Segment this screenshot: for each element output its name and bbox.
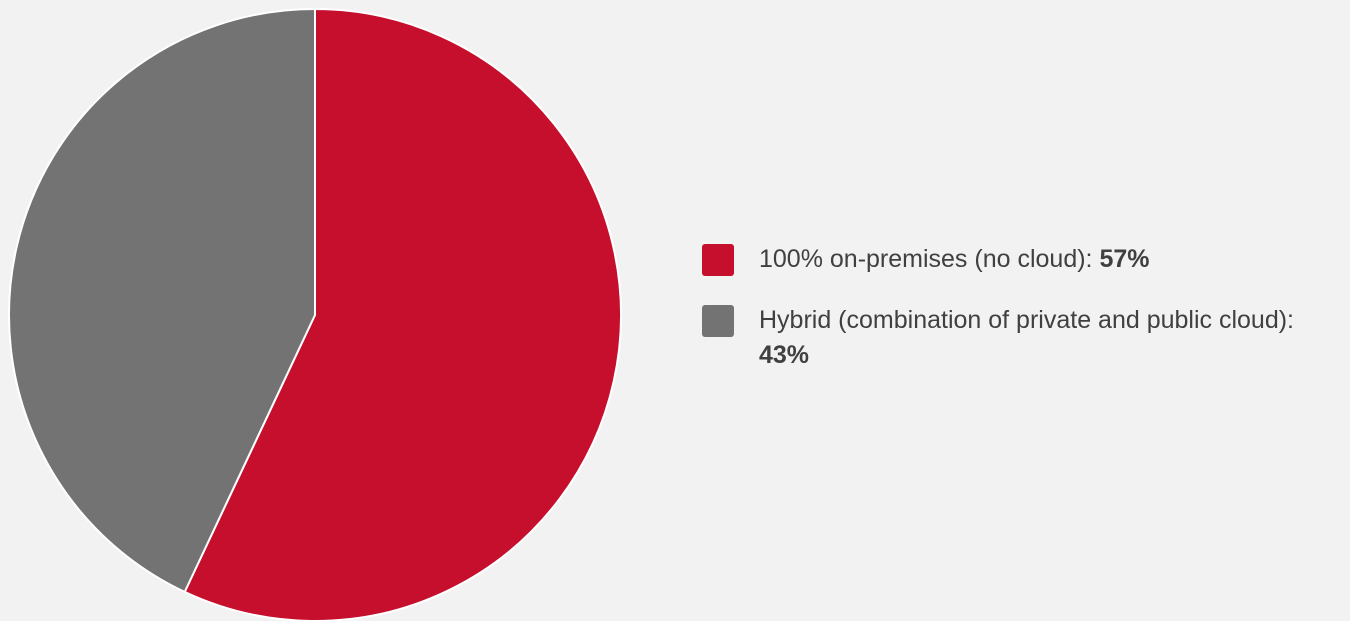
legend-label-on-premises: 100% on-premises (no cloud): 57% [759,242,1319,277]
legend-label-text-on-premises: 100% on-premises (no cloud): [759,245,1100,273]
legend-label-hybrid: Hybrid (combination of private and publi… [759,303,1319,373]
legend-swatch-on-premises [702,244,734,276]
pie-slice-hybrid [8,8,316,593]
legend: 100% on-premises (no cloud): 57% Hybrid … [702,242,1342,399]
legend-item-on-premises: 100% on-premises (no cloud): 57% [702,242,1342,277]
legend-label-text-hybrid: Hybrid (combination of private and publi… [759,306,1294,334]
legend-item-hybrid: Hybrid (combination of private and publi… [702,303,1342,373]
legend-swatch-hybrid [702,305,734,337]
pie-plot [8,8,622,621]
legend-value-on-premises: 57% [1099,245,1150,273]
pie-slice-on-premises [183,8,622,621]
legend-value-hybrid: 43% [759,341,810,369]
